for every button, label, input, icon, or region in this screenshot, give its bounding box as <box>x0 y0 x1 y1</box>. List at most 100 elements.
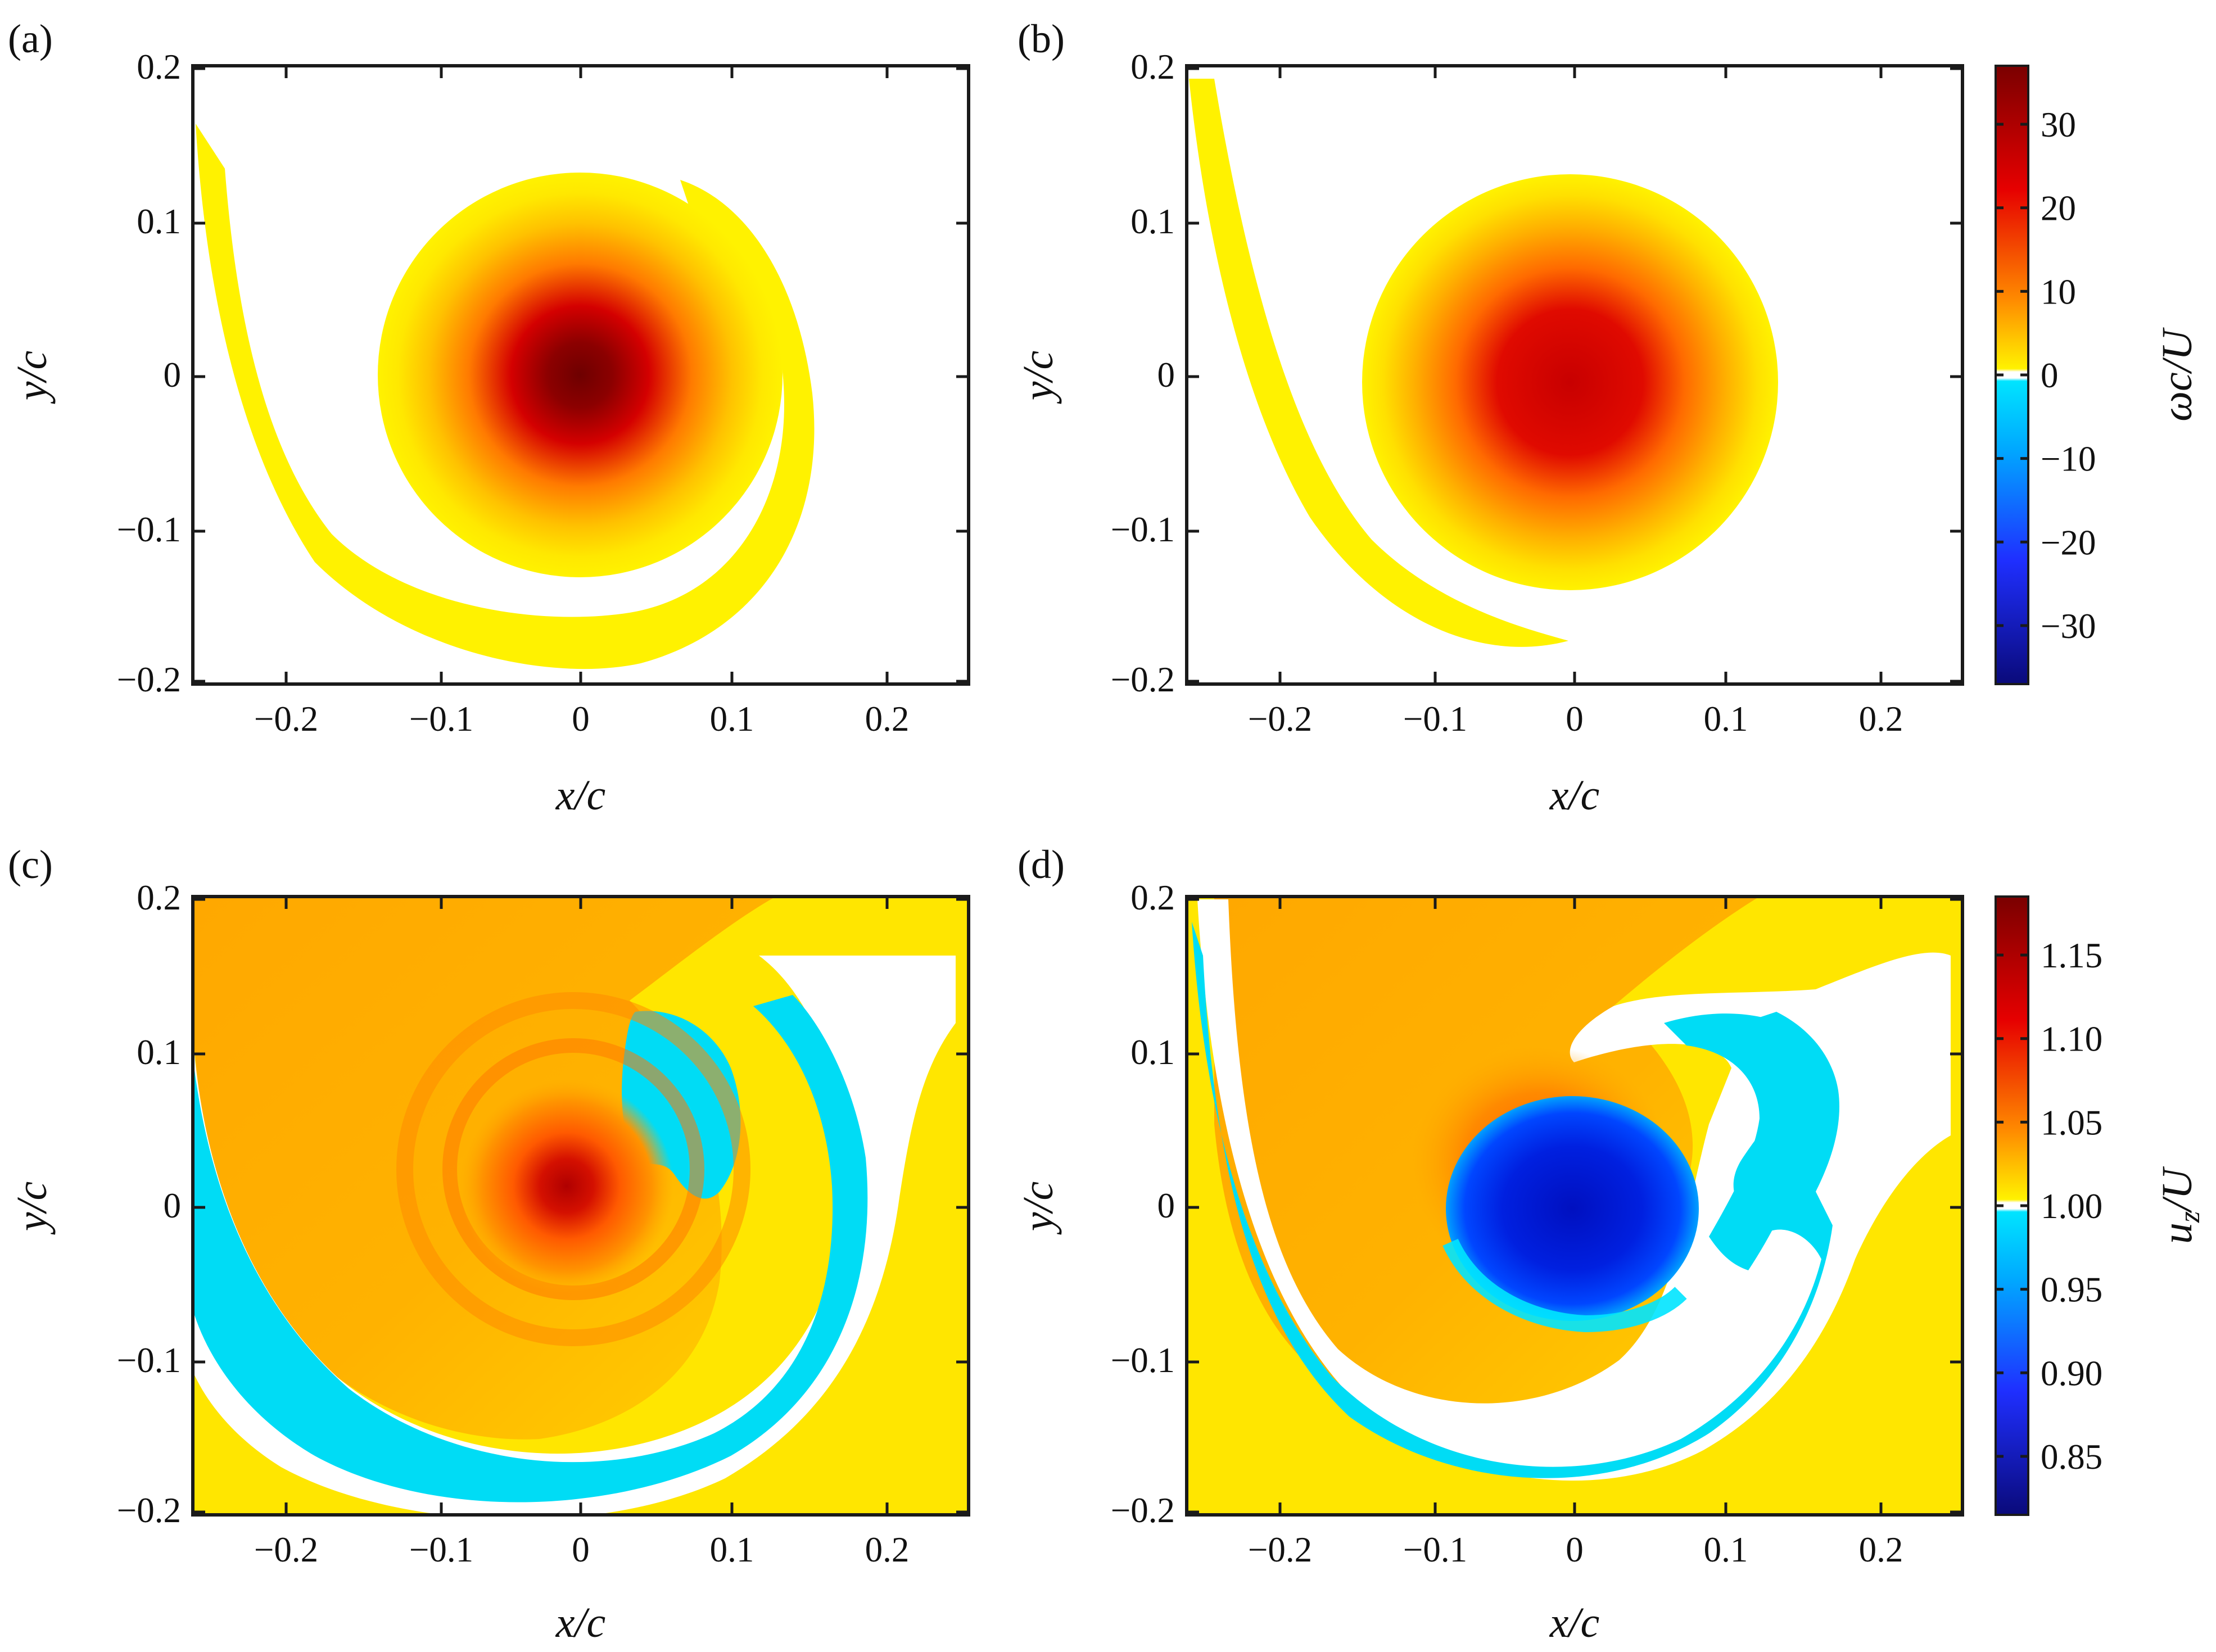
colorbar-tick-label: −10 <box>2041 440 2096 479</box>
y-tick-label: 0.2 <box>1130 47 1175 87</box>
cyan-arm-c <box>193 995 868 1502</box>
x-tick-label: 0.2 <box>865 699 910 739</box>
y-tick-label: 0.2 <box>1130 878 1175 917</box>
x-tick-label: −0.1 <box>409 1530 473 1569</box>
x-tick-label: 0 <box>572 1530 590 1569</box>
colorbar-ticks: 30 20 10 0 −10 −20 −30 <box>1996 105 2096 646</box>
x-tick-label: −0.1 <box>1403 699 1467 739</box>
y-ticks-b: 0.2 0.1 0 −0.1 −0.2 <box>1111 47 1962 699</box>
y-tick-label: 0.1 <box>1130 1033 1175 1072</box>
y-axis-label-b: y/c <box>1015 351 1062 405</box>
y-tick-label: −0.1 <box>1111 1341 1175 1380</box>
cyan-hook-d <box>1664 1013 1825 1270</box>
colorbar-tick-label: 1.00 <box>2041 1187 2102 1226</box>
y-tick-label: 0.2 <box>137 47 181 87</box>
x-tick-label: −0.2 <box>1248 699 1312 739</box>
x-tick-label: 0 <box>1566 699 1584 739</box>
x-tick-label: 0.2 <box>865 1530 910 1569</box>
y-tick-label: 0 <box>164 1186 182 1225</box>
colorbar-tick-label: 30 <box>2041 105 2076 144</box>
panel-b: −0.2 −0.1 0 0.1 0.2 0.2 0.1 0 −0.1 −0.2 … <box>1015 16 2201 819</box>
x-ticks-c: −0.2 −0.1 0 0.1 0.2 <box>254 897 910 1569</box>
colorbar-tick-label: 20 <box>2041 189 2076 228</box>
y-tick-label: −0.1 <box>1111 510 1175 549</box>
x-tick-label: −0.2 <box>1248 1530 1312 1569</box>
y-tick-label: 0 <box>1157 1186 1175 1225</box>
y-ticks-c: 0.2 0.1 0 −0.1 −0.2 <box>117 878 969 1530</box>
y-tick-label: −0.1 <box>117 1341 181 1380</box>
colorbar-tick-label: −20 <box>2041 523 2096 562</box>
x-ticks-d: −0.2 −0.1 0 0.1 0.2 <box>1248 897 1903 1569</box>
panel-c: −0.2 −0.1 0 0.1 0.2 0.2 0.1 0 −0.1 −0.2 … <box>8 842 970 1646</box>
y-ticks-a: 0.2 0.1 0 −0.1 −0.2 <box>117 47 969 699</box>
x-tick-label: −0.1 <box>409 699 473 739</box>
y-tick-label: 0.1 <box>1130 202 1175 241</box>
vortex-core-a <box>378 173 783 577</box>
heatmap-a <box>193 66 969 684</box>
x-tick-label: 0 <box>1566 1530 1584 1569</box>
colorbar-label-sub: z <box>2174 1211 2206 1223</box>
x-axis-label-a: x/c <box>555 772 606 819</box>
y-tick-label: −0.2 <box>117 1491 181 1530</box>
white-gap-c <box>193 956 956 1515</box>
panel-label-c: (c) <box>8 842 53 887</box>
velocity-core-c <box>460 1079 673 1293</box>
colorbar-tick-label: 1.15 <box>2041 936 2102 975</box>
x-tick-label: 0.2 <box>1859 1530 1903 1569</box>
panel-label-d: (d) <box>1017 842 1065 887</box>
panel-a: −0.2 −0.1 0 0.1 0.2 0.2 0.1 0 −0.1 −0.2 … <box>8 16 970 819</box>
panel-d: −0.2 −0.1 0 0.1 0.2 0.2 0.1 0 −0.1 −0.2 … <box>1015 842 2206 1646</box>
vortex-core-b <box>1362 174 1778 590</box>
heatmap-c <box>193 897 969 1515</box>
colorbar-tick-label: 10 <box>2041 272 2076 311</box>
colorbar-tick-label: −30 <box>2041 607 2096 646</box>
y-tick-label: 0 <box>1157 355 1175 395</box>
x-tick-label: 0.1 <box>1704 1530 1748 1569</box>
y-axis-label-a: y/c <box>8 351 56 405</box>
y-tick-label: 0 <box>164 355 182 395</box>
colorbar-label-main: u <box>2154 1223 2201 1244</box>
colorbar-vorticity: 30 20 10 0 −10 −20 −30 ωc/U <box>1995 65 2201 685</box>
heatmap-b <box>1187 66 1962 684</box>
x-tick-label: 0.2 <box>1859 699 1903 739</box>
y-tick-label: −0.2 <box>117 660 181 699</box>
colorbar-velocity: 1.15 1.10 1.05 1.00 0.95 0.90 0.85 uz/U <box>1995 895 2206 1516</box>
x-ticks-b: −0.2 −0.1 0 0.1 0.2 <box>1248 66 1903 739</box>
x-axis-label-b: x/c <box>1549 772 1600 819</box>
y-axis-label-d: y/c <box>1015 1182 1062 1235</box>
y-tick-label: −0.2 <box>1111 1491 1175 1530</box>
y-tick-label: 0.1 <box>137 202 181 241</box>
colorbar-tick-label: 1.05 <box>2041 1103 2102 1142</box>
x-tick-label: −0.1 <box>1403 1530 1467 1569</box>
x-tick-label: −0.2 <box>254 699 318 739</box>
colorbar-tick-label: 0.95 <box>2041 1270 2102 1310</box>
spiral-arm-b <box>1189 79 1568 647</box>
panel-label-a: (a) <box>8 16 53 61</box>
colorbar-label: uz/U <box>2154 1166 2206 1244</box>
colorbar-label-rest: /U <box>2154 1166 2201 1214</box>
y-tick-label: −0.1 <box>117 510 181 549</box>
colorbar-tick-label: 0 <box>2041 356 2059 395</box>
velocity-deficit-core-d <box>1446 1096 1699 1321</box>
x-ticks-a: −0.2 −0.1 0 0.1 0.2 <box>254 66 910 739</box>
y-axis-label-c: y/c <box>8 1182 56 1235</box>
x-tick-label: −0.2 <box>254 1530 318 1569</box>
colorbar-tick-label: 1.10 <box>2041 1020 2102 1059</box>
heatmap-d <box>1187 897 1962 1515</box>
x-tick-label: 0 <box>572 699 590 739</box>
y-tick-label: 0.2 <box>137 878 181 917</box>
panel-label-b: (b) <box>1017 16 1065 61</box>
y-ticks-d: 0.2 0.1 0 −0.1 −0.2 <box>1111 878 1962 1530</box>
y-tick-label: 0.1 <box>137 1033 181 1072</box>
colorbar-label: ωc/U <box>2154 327 2201 422</box>
x-tick-label: 0.1 <box>710 699 754 739</box>
x-axis-label-d: x/c <box>1549 1599 1600 1646</box>
colorbar-ticks: 1.15 1.10 1.05 1.00 0.95 0.90 0.85 <box>1996 936 2102 1477</box>
colorbar-tick-label: 0.90 <box>2041 1354 2102 1393</box>
colorbar-tick-label: 0.85 <box>2041 1437 2102 1477</box>
x-axis-label-c: x/c <box>555 1599 606 1646</box>
x-tick-label: 0.1 <box>710 1530 754 1569</box>
y-tick-label: −0.2 <box>1111 660 1175 699</box>
x-tick-label: 0.1 <box>1704 699 1748 739</box>
